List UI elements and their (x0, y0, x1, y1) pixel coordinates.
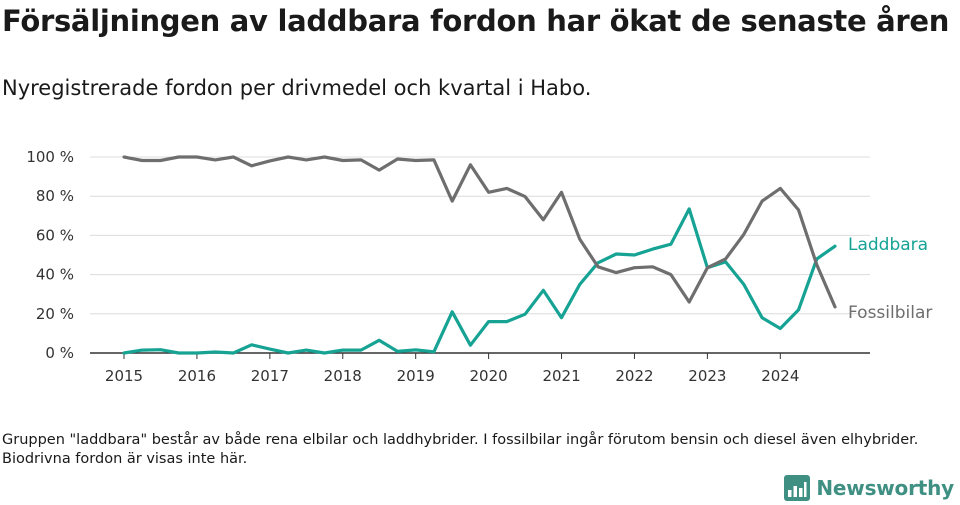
x-tick-label: 2017 (251, 367, 289, 385)
y-tick-label: 0 % (45, 344, 74, 362)
x-tick-label: 2020 (470, 367, 508, 385)
x-tick-label: 2015 (105, 367, 143, 385)
chart-title: Försäljningen av laddbara fordon har öka… (2, 4, 950, 38)
x-tick-label: 2019 (397, 367, 435, 385)
x-tick-label: 2018 (324, 367, 362, 385)
series-line-laddbara (122, 207, 837, 355)
series-line-fossilbilar (122, 155, 837, 309)
series-label-laddbara: Laddbara (848, 235, 928, 255)
x-tick-label: 2022 (615, 367, 653, 385)
y-tick-label: 40 % (36, 266, 74, 284)
y-tick-label: 60 % (36, 226, 74, 244)
x-tick-label: 2024 (761, 367, 799, 385)
chart-subtitle: Nyregistrerade fordon per drivmedel och … (2, 76, 592, 100)
x-tick-label: 2021 (542, 367, 580, 385)
y-tick-label: 20 % (36, 305, 74, 323)
y-tick-label: 80 % (36, 187, 74, 205)
newsworthy-logo-icon (784, 475, 811, 501)
x-tick-label: 2016 (178, 367, 216, 385)
brand-name: Newsworthy (816, 476, 954, 500)
y-tick-label: 100 % (26, 148, 74, 166)
line-chart: 0 %20 %40 %60 %80 %100 % 2015 2016 2017 201… (26, 148, 932, 385)
grid-lines (90, 156, 870, 315)
x-tick-label: 2023 (688, 367, 726, 385)
series-label-fossilbilar: Fossilbilar (848, 303, 932, 323)
series-lines (122, 155, 837, 355)
x-axis: 2015 2016 2017 2018 2019 2020 2021 2022 2023 2024 (90, 352, 870, 385)
footnote: Gruppen "laddbara" består av både rena e… (2, 432, 919, 467)
series-labels: Laddbara Fossilbilar (848, 235, 932, 323)
y-axis-tick-labels: 0 % 20 % 40 % 60 % 80 % 100 % (26, 148, 74, 362)
newsworthy-brand[interactable]: Newsworthy (784, 475, 954, 501)
